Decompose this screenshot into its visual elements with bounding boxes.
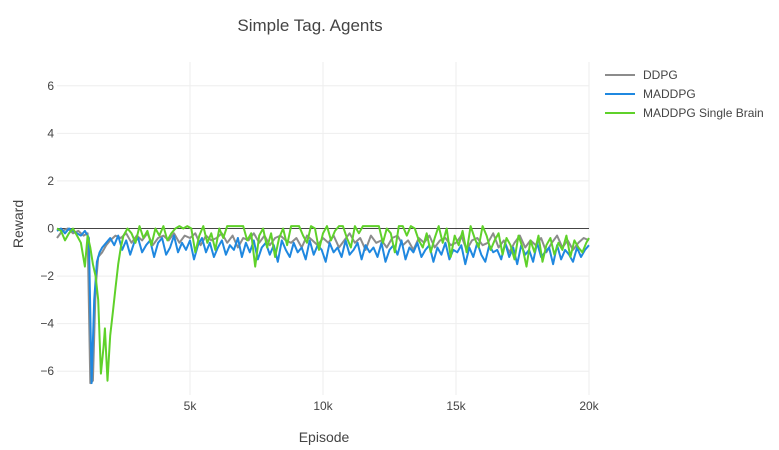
- y-tick-label: −2: [40, 269, 54, 283]
- series-line-maddpg-single-brain: [56, 225, 590, 382]
- legend-label: DDPG: [643, 68, 678, 82]
- x-axis-ticks: 5k 10k 15k 20k: [184, 399, 600, 413]
- x-tick-label: 10k: [313, 399, 333, 413]
- y-tick-label: 6: [47, 79, 54, 93]
- legend-label: MADDPG: [643, 87, 696, 101]
- legend-label: MADDPG Single Brain: [643, 106, 764, 120]
- y-tick-label: −6: [40, 364, 54, 378]
- y-tick-label: 0: [47, 222, 54, 236]
- x-axis-title: Episode: [299, 429, 350, 445]
- x-tick-label: 5k: [184, 399, 198, 413]
- x-tick-label: 15k: [446, 399, 466, 413]
- y-axis-title: Reward: [10, 200, 26, 248]
- chart-title: Simple Tag. Agents: [237, 16, 382, 35]
- x-tick-label: 20k: [579, 399, 599, 413]
- y-axis-ticks: −6 −4 −2 0 2 4 6: [40, 79, 54, 378]
- legend-item-maddpg[interactable]: MADDPG: [605, 87, 696, 101]
- legend-item-maddpg-single-brain[interactable]: MADDPG Single Brain: [605, 106, 764, 120]
- y-tick-label: 2: [47, 174, 54, 188]
- y-tick-label: −4: [40, 317, 54, 331]
- series-line-ddpg: [56, 227, 590, 385]
- legend[interactable]: DDPG MADDPG MADDPG Single Brain: [605, 68, 764, 120]
- series-lines: [56, 225, 590, 385]
- legend-item-ddpg[interactable]: DDPG: [605, 68, 678, 82]
- y-tick-label: 4: [47, 126, 54, 140]
